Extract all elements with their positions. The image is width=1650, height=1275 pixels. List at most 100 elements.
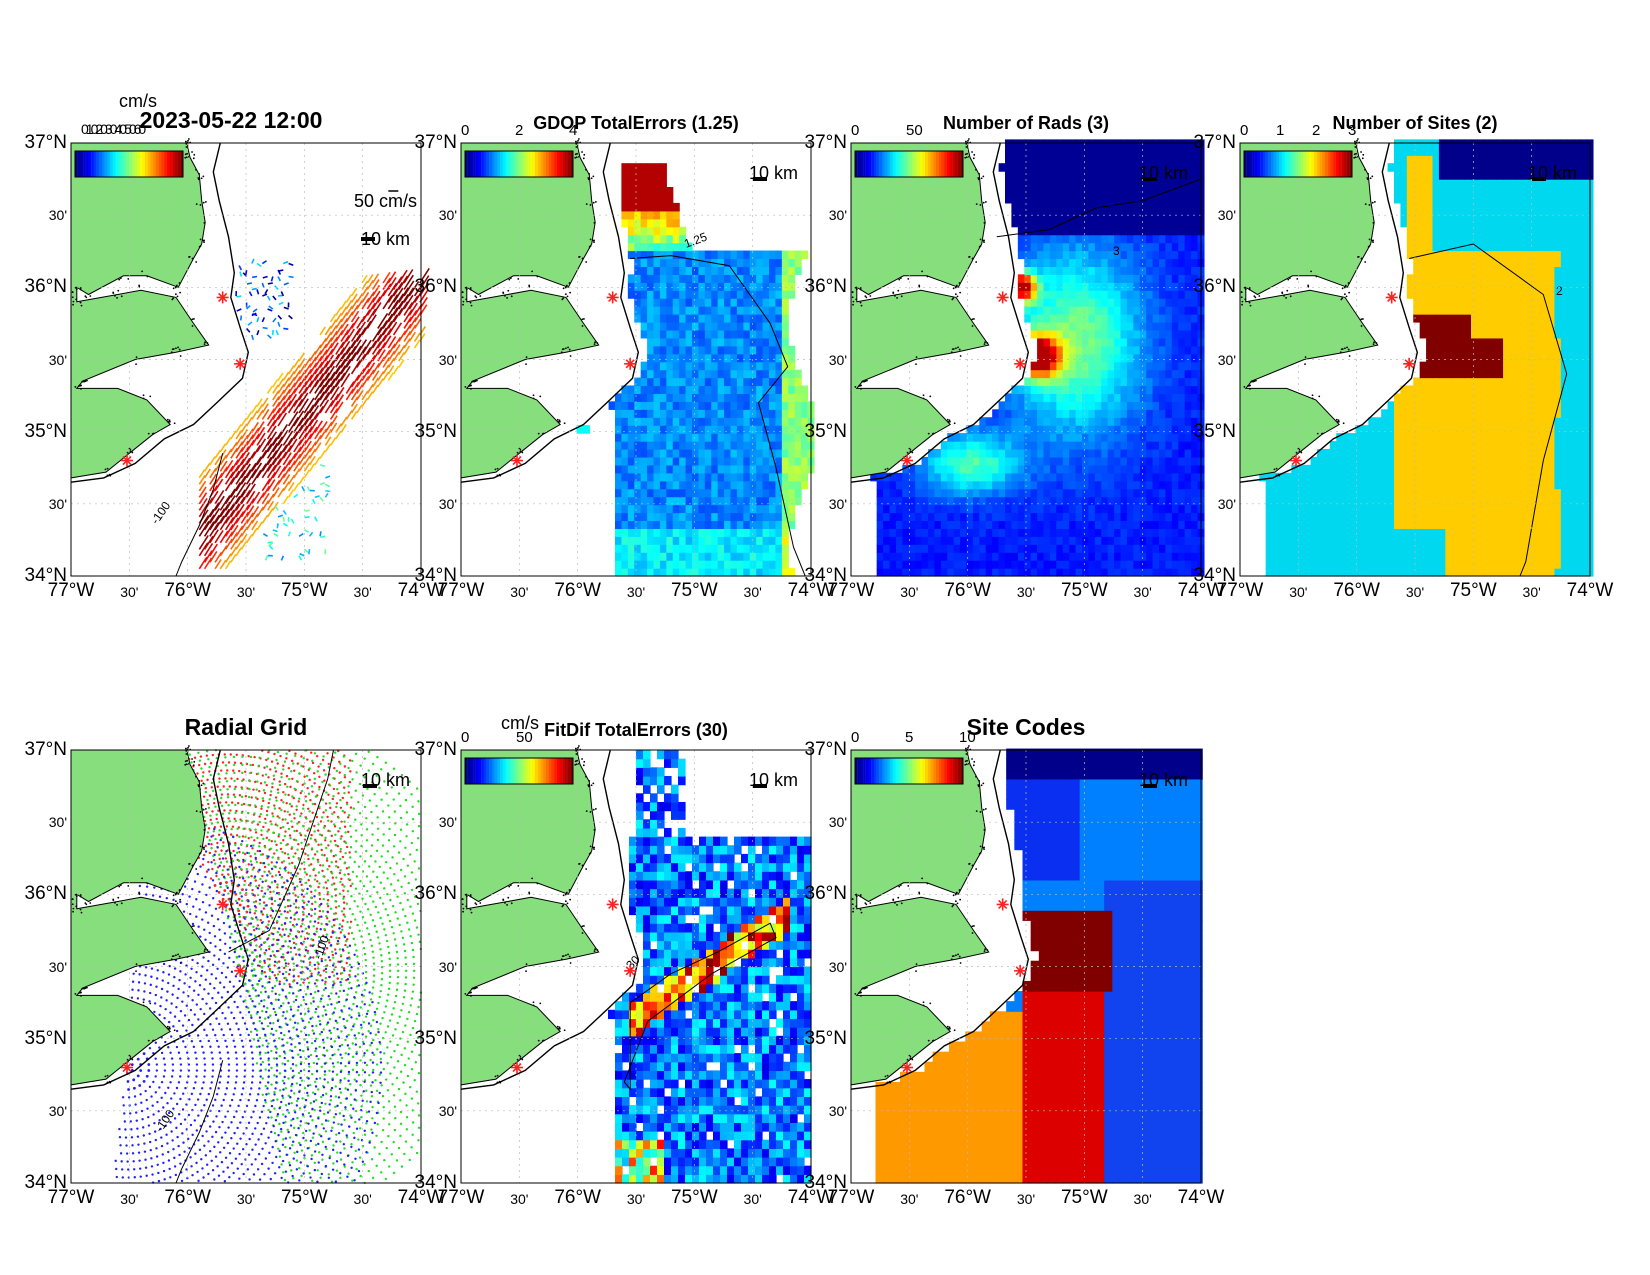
grid-cell xyxy=(1165,337,1173,347)
grid-cell xyxy=(1171,377,1179,387)
grid-cell xyxy=(979,425,987,434)
grid-cell xyxy=(902,520,910,529)
grid-cell xyxy=(1133,472,1141,482)
vector-arrow xyxy=(219,501,231,518)
vector-arrow xyxy=(278,294,284,297)
grid-cell xyxy=(1419,528,1427,537)
shore-dot xyxy=(191,151,193,153)
grid-cell xyxy=(1548,552,1556,561)
vector-arrow xyxy=(277,321,281,327)
grid-cell xyxy=(781,401,789,410)
grid-cell xyxy=(1310,512,1318,522)
grid-cell xyxy=(1317,552,1325,561)
grid-cell xyxy=(1062,369,1070,379)
shore-dot xyxy=(504,294,506,297)
grid-cell xyxy=(1030,377,1038,387)
vector-arrow xyxy=(324,360,335,375)
grid-cell xyxy=(1528,528,1536,537)
grid-cell xyxy=(1304,496,1312,506)
grid-cell xyxy=(1126,377,1134,387)
vector-arrow xyxy=(350,360,361,375)
grid-cell xyxy=(1062,234,1070,244)
grid-cell xyxy=(1088,425,1096,434)
grid-cell xyxy=(1043,147,1051,156)
grid-cell xyxy=(736,441,744,450)
shore-dot xyxy=(532,394,535,397)
grid-cell xyxy=(736,385,744,395)
grid-cell xyxy=(666,210,674,220)
grid-cell xyxy=(756,448,764,458)
grid-cell xyxy=(1159,441,1167,450)
grid-cell xyxy=(1062,385,1070,395)
grid-cell xyxy=(775,345,783,355)
colorbar-swatch xyxy=(946,151,950,177)
grid-cell xyxy=(717,496,725,506)
grid-cell xyxy=(794,425,802,434)
grid-cell xyxy=(1037,417,1045,426)
grid-cell xyxy=(1062,147,1070,156)
lat-tick-label: 35°N xyxy=(24,420,67,442)
grid-cell xyxy=(1165,226,1173,236)
grid-cell xyxy=(1049,361,1057,371)
hf-radar-site-icon xyxy=(996,291,1009,304)
grid-cell xyxy=(921,560,929,569)
grid-cell xyxy=(653,401,661,410)
grid-cell xyxy=(711,337,719,347)
vector-arrow xyxy=(329,386,340,401)
grid-cell xyxy=(1541,544,1549,553)
grid-cell xyxy=(1088,187,1096,196)
grid-cell xyxy=(711,536,719,545)
grid-cell xyxy=(788,480,796,490)
shore-dot xyxy=(79,288,82,291)
grid-cell xyxy=(902,568,910,577)
grid-cell xyxy=(1088,536,1096,545)
grid-cell xyxy=(672,250,680,260)
grid-cell xyxy=(1049,202,1057,212)
grid-cell xyxy=(1030,187,1038,196)
grid-cell xyxy=(889,504,897,514)
vector-arrow xyxy=(276,523,279,529)
vector-arrow xyxy=(304,509,310,512)
grid-cell xyxy=(801,441,809,450)
grid-cell xyxy=(1184,496,1192,506)
grid-cell xyxy=(659,504,667,514)
grid-cell xyxy=(749,512,757,522)
grid-cell xyxy=(985,560,993,569)
vector-arrow xyxy=(272,413,282,427)
grid-cell xyxy=(953,512,961,522)
grid-cell xyxy=(762,369,770,379)
grid-cell xyxy=(717,568,725,577)
vector-arrow xyxy=(256,449,268,466)
grid-cell xyxy=(1114,512,1122,522)
grid-cell xyxy=(928,544,936,553)
grid-cell xyxy=(621,464,629,474)
grid-cell xyxy=(640,528,648,537)
grid-cell xyxy=(1535,544,1543,553)
grid-cell xyxy=(1184,258,1192,268)
grid-cell xyxy=(1011,163,1019,172)
grid-cell xyxy=(1069,512,1077,522)
grid-cell xyxy=(711,441,719,450)
grid-cell xyxy=(1005,552,1013,561)
grid-cell xyxy=(1005,560,1013,569)
grid-cell xyxy=(1342,544,1350,553)
grid-cell xyxy=(1011,441,1019,450)
grid-cell xyxy=(679,282,687,291)
grid-cell xyxy=(1011,179,1019,188)
grid-cell xyxy=(627,568,635,577)
vector-arrow xyxy=(335,324,344,336)
grid-cell xyxy=(749,425,757,434)
shore-dot xyxy=(192,157,195,160)
panel-total-vectors: 2023-05-22 12:00 -100 cm/s 0102030405060… xyxy=(25,91,445,601)
vector-arrow xyxy=(340,352,352,368)
grid-cell xyxy=(1509,560,1517,569)
grid-cell xyxy=(1011,544,1019,553)
grid-cell xyxy=(666,377,674,387)
grid-cell xyxy=(915,544,923,553)
colorbar-swatch xyxy=(906,151,910,177)
vector-arrow xyxy=(230,441,238,453)
grid-cell xyxy=(627,480,635,490)
grid-cell xyxy=(640,290,648,299)
grid-cell xyxy=(972,488,980,498)
vector-arrow xyxy=(277,406,287,420)
